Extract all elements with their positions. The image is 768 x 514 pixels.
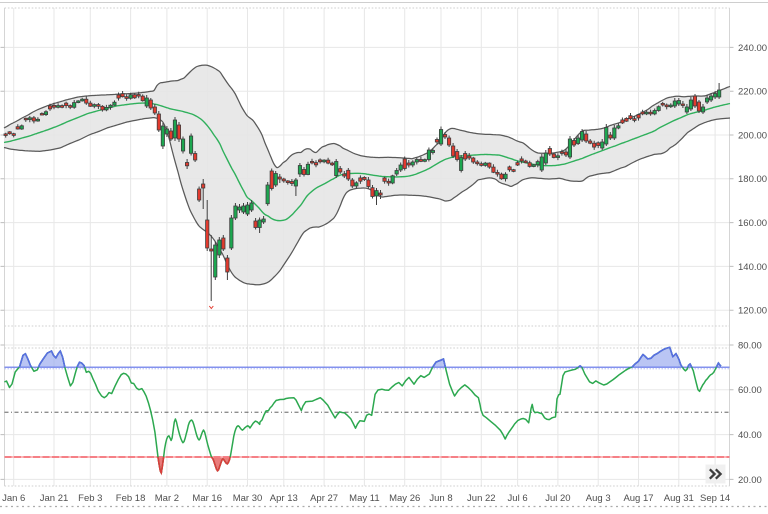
svg-text:220.00: 220.00 [738, 87, 767, 98]
svg-text:20.00: 20.00 [738, 475, 762, 486]
svg-text:160.00: 160.00 [738, 218, 767, 229]
svg-text:80.00: 80.00 [738, 340, 762, 351]
svg-text:Jan 6: Jan 6 [2, 493, 25, 504]
svg-text:Feb 3: Feb 3 [78, 493, 102, 504]
svg-text:Mar 16: Mar 16 [192, 493, 222, 504]
svg-text:240.00: 240.00 [738, 43, 767, 54]
svg-text:40.00: 40.00 [738, 430, 762, 441]
svg-text:Aug 17: Aug 17 [623, 493, 653, 504]
svg-text:120.00: 120.00 [738, 306, 767, 317]
svg-text:60.00: 60.00 [738, 385, 762, 396]
svg-text:Apr 27: Apr 27 [310, 493, 338, 504]
svg-text:200.00: 200.00 [738, 130, 767, 141]
svg-text:Aug 3: Aug 3 [586, 493, 611, 504]
svg-text:Jul 20: Jul 20 [545, 493, 570, 504]
svg-text:180.00: 180.00 [738, 174, 767, 185]
svg-text:Mar 30: Mar 30 [233, 493, 263, 504]
svg-text:Jul 6: Jul 6 [508, 493, 528, 504]
svg-text:Apr 13: Apr 13 [270, 493, 298, 504]
svg-text:Sep 14: Sep 14 [700, 493, 730, 504]
svg-text:Jun 22: Jun 22 [467, 493, 496, 504]
svg-text:Mar 2: Mar 2 [155, 493, 179, 504]
svg-text:May 26: May 26 [389, 493, 420, 504]
svg-text:May 11: May 11 [349, 493, 379, 504]
svg-text:Feb 18: Feb 18 [116, 493, 146, 504]
svg-text:Jan 21: Jan 21 [40, 493, 69, 504]
svg-text:140.00: 140.00 [738, 262, 767, 273]
svg-text:Jun 8: Jun 8 [429, 493, 452, 504]
svg-text:Aug 31: Aug 31 [664, 493, 694, 504]
